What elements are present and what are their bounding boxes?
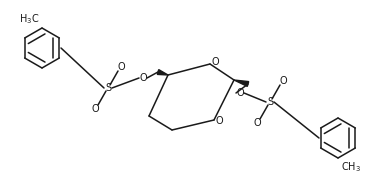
Text: O: O — [91, 104, 99, 114]
Polygon shape — [157, 70, 168, 75]
Text: H$_3$C: H$_3$C — [18, 12, 39, 26]
Polygon shape — [234, 80, 249, 86]
Text: O: O — [215, 116, 223, 126]
Text: O: O — [139, 73, 147, 83]
Text: O: O — [117, 62, 125, 72]
Text: O: O — [279, 76, 287, 86]
Text: O: O — [211, 57, 219, 67]
Text: O: O — [253, 118, 261, 128]
Text: S: S — [267, 97, 273, 107]
Text: O: O — [236, 88, 244, 98]
Text: S: S — [105, 83, 111, 93]
Text: CH$_3$: CH$_3$ — [341, 160, 361, 174]
